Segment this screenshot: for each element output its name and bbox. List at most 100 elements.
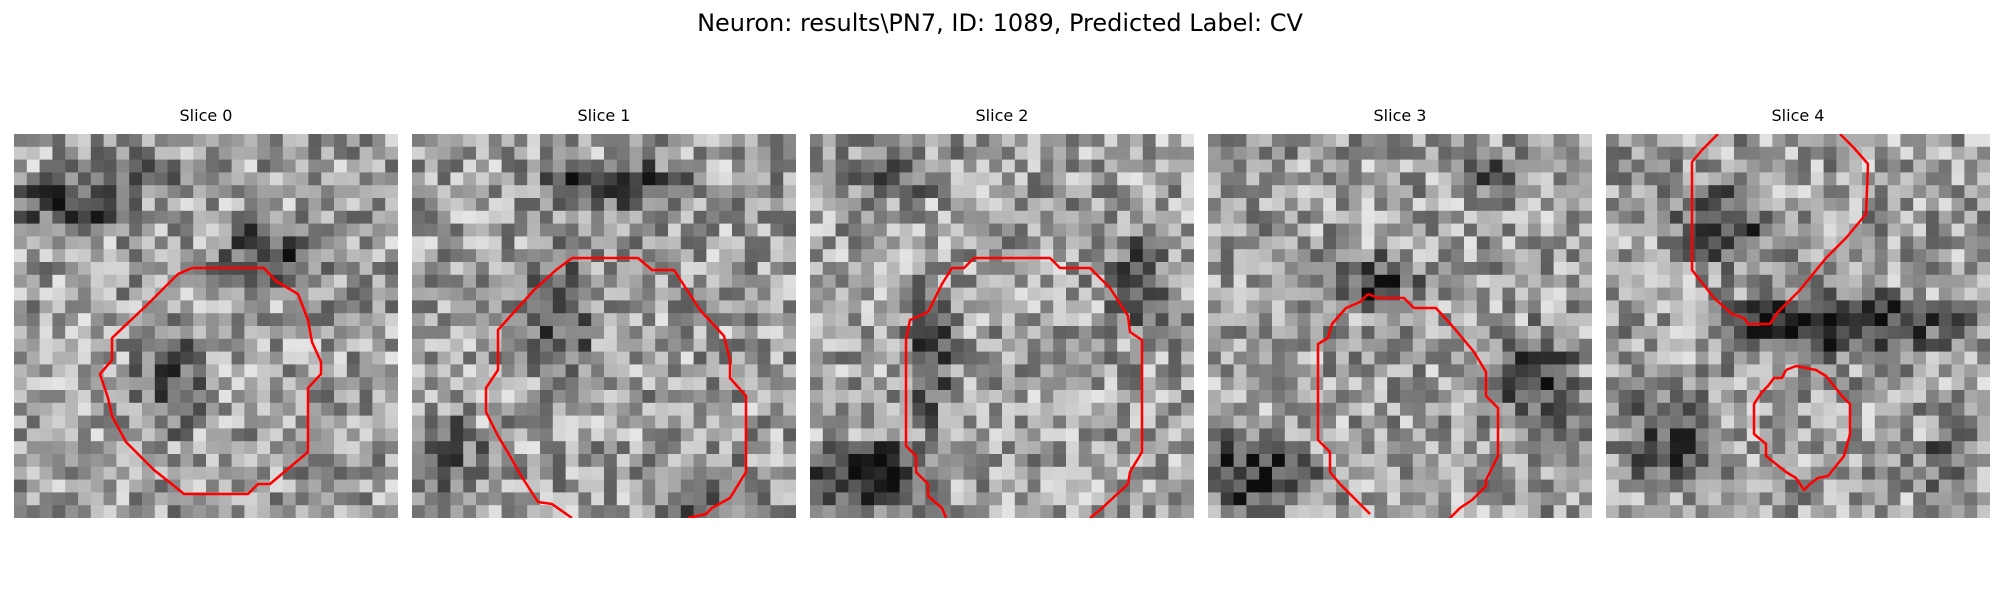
pixel-cell (950, 210, 964, 224)
pixel-cell (1387, 210, 1401, 224)
pixel-cell (1734, 159, 1748, 173)
pixel-cell (1670, 326, 1684, 340)
pixel-cell (412, 505, 426, 518)
pixel-cell (1670, 249, 1684, 263)
pixel-cell (1336, 134, 1350, 148)
pixel-cell (231, 505, 245, 518)
pixel-cell (1721, 338, 1735, 352)
pixel-cell (476, 300, 490, 314)
pixel-cell (334, 428, 348, 442)
pixel-cell (642, 505, 656, 518)
pixel-cell (1168, 351, 1182, 365)
pixel-cell (1451, 313, 1465, 327)
pixel-cell (14, 326, 28, 340)
pixel-cell (1566, 134, 1580, 148)
pixel-cell (719, 159, 733, 173)
pixel-cell (1540, 364, 1554, 378)
pixel-cell (1425, 274, 1439, 288)
pixel-cell (616, 159, 630, 173)
pixel-cell (1489, 466, 1503, 480)
pixel-cell (1142, 134, 1156, 148)
pixel-cell (501, 338, 515, 352)
pixel-cell (925, 505, 939, 518)
pixel-cell (1579, 274, 1592, 288)
pixel-cell (642, 338, 656, 352)
pixel-cell (874, 326, 888, 340)
pixel-cell (629, 364, 643, 378)
pixel-cell (719, 236, 733, 250)
pixel-cell (565, 223, 579, 237)
pixel-cell (1220, 274, 1234, 288)
pixel-cell (321, 466, 335, 480)
pixel-cell (1682, 274, 1696, 288)
pixel-cell (616, 287, 630, 301)
pixel-cell (976, 134, 990, 148)
pixel-cell (244, 223, 258, 237)
pixel-cell (65, 210, 79, 224)
pixel-cell (1361, 441, 1375, 455)
pixel-cell (732, 390, 746, 404)
pixel-cell (1220, 402, 1234, 416)
pixel-cell (616, 454, 630, 468)
pixel-cell (1644, 198, 1658, 212)
pixel-cell (476, 249, 490, 263)
pixel-cell (1708, 351, 1722, 365)
pixel-cell (193, 223, 207, 237)
pixel-cell (1348, 159, 1362, 173)
pixel-cell (874, 364, 888, 378)
pixel-cell (142, 249, 156, 263)
pixel-cell (1606, 390, 1620, 404)
pixel-cell (1670, 210, 1684, 224)
pixel-cell (1387, 134, 1401, 148)
pixel-cell (655, 351, 669, 365)
pixel-cell (501, 479, 515, 493)
pixel-cell (129, 134, 143, 148)
pixel-cell (925, 249, 939, 263)
pixel-cell (257, 159, 271, 173)
pixel-cell (90, 210, 104, 224)
pixel-cell (1181, 223, 1194, 237)
pixel-cell (1772, 441, 1786, 455)
pixel-cell (1361, 466, 1375, 480)
pixel-cell (501, 185, 515, 199)
pixel-cell (604, 428, 618, 442)
pixel-cell (1708, 479, 1722, 493)
pixel-cell (810, 198, 824, 212)
pixel-cell (719, 134, 733, 148)
pixel-cell (154, 287, 168, 301)
pixel-cell (78, 364, 92, 378)
pixel-cell (1027, 466, 1041, 480)
pixel-cell (912, 351, 926, 365)
pixel-cell (1027, 262, 1041, 276)
pixel-cell (1926, 300, 1940, 314)
pixel-cell (1528, 313, 1542, 327)
pixel-cell (14, 364, 28, 378)
pixel-cell (1836, 146, 1850, 160)
pixel-cell (1938, 236, 1952, 250)
pixel-cell (231, 415, 245, 429)
pixel-cell (1566, 441, 1580, 455)
pixel-cell (103, 274, 117, 288)
pixel-cell (282, 172, 296, 186)
pixel-cell (565, 390, 579, 404)
pixel-cell (591, 338, 605, 352)
pixel-cell (78, 415, 92, 429)
pixel-cell (591, 326, 605, 340)
pixel-cell (1181, 441, 1194, 455)
pixel-cell (52, 274, 66, 288)
pixel-cell (1117, 146, 1131, 160)
pixel-cell (488, 185, 502, 199)
pixel-cell (231, 454, 245, 468)
pixel-cell (540, 364, 554, 378)
pixel-cell (334, 236, 348, 250)
pixel-cell (334, 159, 348, 173)
pixel-cell (129, 505, 143, 518)
pixel-cell (39, 441, 53, 455)
pixel-cell (1836, 505, 1850, 518)
pixel-cell (180, 377, 194, 391)
pixel-cell (437, 338, 451, 352)
pixel-cell (1246, 313, 1260, 327)
pixel-cell (950, 236, 964, 250)
pixel-cell (52, 198, 66, 212)
pixel-cell (938, 454, 952, 468)
